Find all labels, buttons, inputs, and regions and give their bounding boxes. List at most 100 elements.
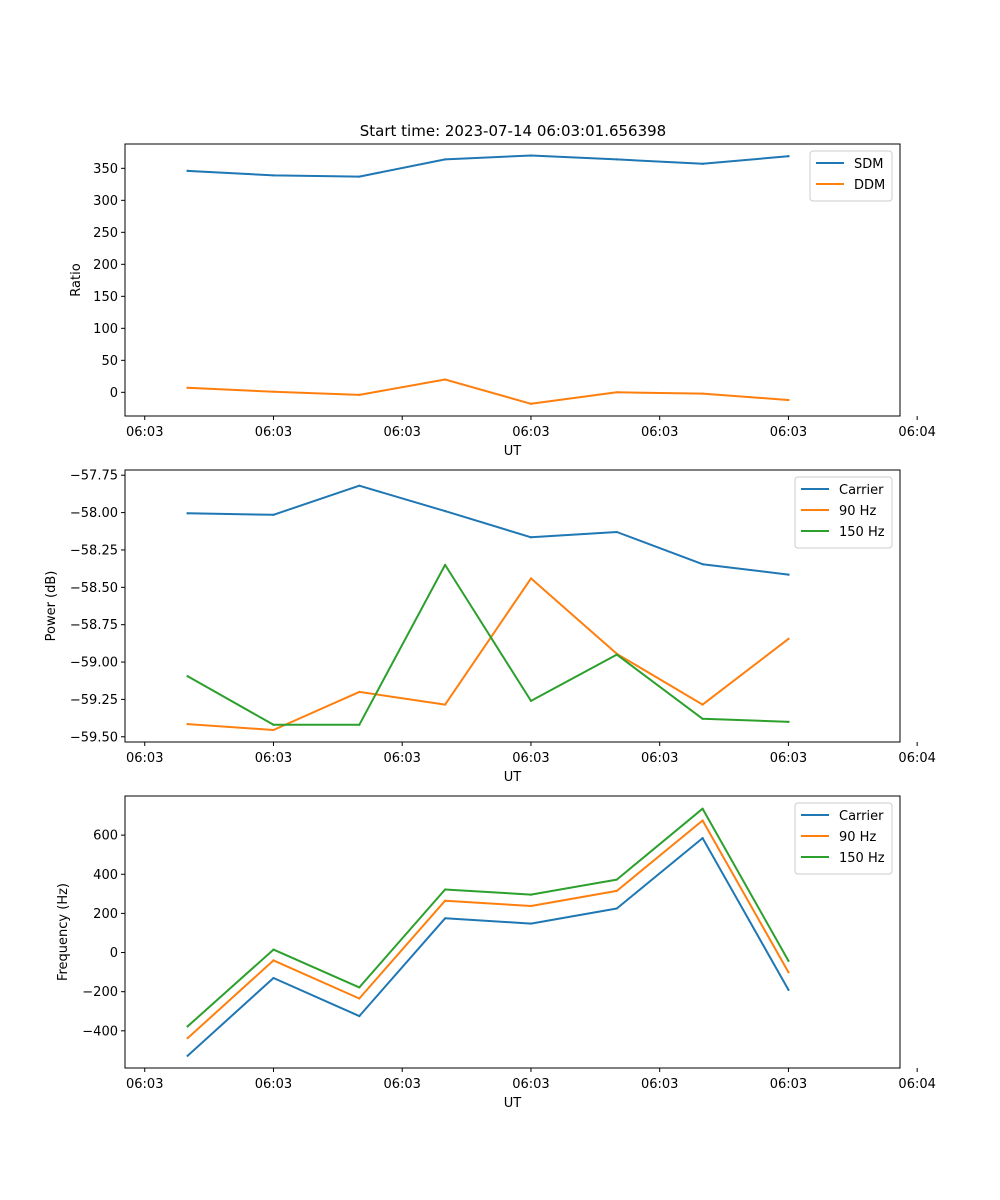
x-axis-label: UT <box>504 770 522 785</box>
x-tick-label: 06:03 <box>383 1077 420 1092</box>
data-point <box>787 959 790 962</box>
axes-frame <box>124 795 901 1069</box>
data-point <box>272 174 275 177</box>
data-point <box>701 703 704 706</box>
series-line-150-hz <box>186 563 790 726</box>
y-tick-label: 150 <box>93 290 118 305</box>
data-point <box>272 728 275 732</box>
legend-label: 150 Hz <box>839 851 885 866</box>
x-tick-label: 06:03 <box>126 425 163 440</box>
data-point <box>358 175 361 178</box>
x-tick-label: 06:03 <box>512 751 549 766</box>
data-point <box>701 807 704 810</box>
data-point <box>701 563 704 566</box>
data-point <box>529 536 533 539</box>
data-point <box>615 907 618 910</box>
data-point <box>358 723 361 726</box>
series-line-90-hz <box>186 577 790 731</box>
data-point <box>615 391 618 394</box>
y-tick-label: −200 <box>82 985 118 1000</box>
data-point <box>186 722 189 726</box>
data-point <box>272 723 275 726</box>
y-tick-label: −57.75 <box>70 469 118 484</box>
legend-label: 90 Hz <box>839 830 876 845</box>
data-point <box>529 402 533 405</box>
data-point <box>186 1054 189 1057</box>
legend: Carrier 90 Hz 150 Hz <box>794 802 893 875</box>
y-axis-label: Power (dB) <box>44 571 59 642</box>
x-tick-label: 06:03 <box>383 751 420 766</box>
data-point <box>701 162 704 165</box>
data-point <box>701 392 704 395</box>
data-point <box>272 390 275 393</box>
data-point <box>358 484 361 487</box>
x-tick-label: 06:04 <box>898 751 935 766</box>
x-tick-label: 06:03 <box>641 1077 678 1092</box>
data-point <box>787 971 790 974</box>
data-point <box>186 1036 189 1040</box>
data-point <box>701 836 704 840</box>
data-point <box>186 1025 189 1028</box>
x-tick-label: 06:04 <box>898 1077 935 1092</box>
legend-label: 150 Hz <box>839 525 885 540</box>
data-point <box>444 899 447 902</box>
legend-label: SDM <box>854 157 883 172</box>
data-point <box>444 158 447 161</box>
y-tick-label: −59.50 <box>70 730 118 745</box>
y-tick-label: 200 <box>93 258 118 273</box>
data-point <box>272 976 275 980</box>
y-tick-label: 350 <box>93 162 118 177</box>
y-tick-label: −58.75 <box>70 618 118 633</box>
series-line-sdm <box>186 154 790 178</box>
y-tick-label: 0 <box>110 946 118 961</box>
data-point <box>615 889 618 893</box>
data-point <box>701 717 704 720</box>
y-tick-label: −58.50 <box>70 581 118 596</box>
y-tick-label: 0 <box>110 386 118 401</box>
axes-frame <box>124 143 901 417</box>
x-tick-label: 06:03 <box>641 425 678 440</box>
y-tick-label: −59.25 <box>70 693 118 708</box>
x-axis-label: UT <box>504 1096 522 1111</box>
series-line-carrier <box>186 837 790 1058</box>
data-point <box>529 699 533 703</box>
chart-panel-2: 06:03 06:03 06:03 06:03 06:03 06:03 06:04 −59.5… <box>44 469 936 785</box>
data-point <box>529 904 533 908</box>
x-tick-label: 06:03 <box>512 1077 549 1092</box>
x-tick-label: 06:03 <box>770 751 807 766</box>
x-tick-label: 06:03 <box>641 751 678 766</box>
data-point <box>529 893 533 896</box>
y-tick-label: 100 <box>93 322 118 337</box>
legend: Carrier 90 Hz 150 Hz <box>794 476 893 549</box>
data-point <box>787 988 790 991</box>
x-tick-label: 06:03 <box>126 751 163 766</box>
data-point <box>358 986 361 989</box>
data-point <box>186 512 189 515</box>
data-point <box>787 573 790 576</box>
x-tick-label: 06:04 <box>898 425 935 440</box>
y-tick-label: −400 <box>82 1024 118 1039</box>
data-point <box>615 530 618 534</box>
data-point <box>444 888 447 891</box>
x-tick-label: 06:03 <box>255 425 292 440</box>
data-point <box>186 675 189 678</box>
x-tick-label: 06:03 <box>383 425 420 440</box>
data-point <box>186 169 189 172</box>
data-point <box>272 959 275 962</box>
data-point <box>444 917 447 920</box>
data-point <box>358 1015 361 1018</box>
data-point <box>358 997 361 1000</box>
data-point <box>787 155 790 158</box>
data-point <box>787 637 790 640</box>
y-tick-label: 600 <box>93 829 118 844</box>
data-point <box>358 393 361 396</box>
y-tick-label: −58.25 <box>70 543 118 558</box>
data-point <box>529 577 533 580</box>
legend-label: Carrier <box>839 483 884 498</box>
data-point <box>787 398 790 402</box>
y-tick-label: 250 <box>93 226 118 241</box>
legend: SDM DDM <box>809 150 893 202</box>
data-point <box>701 819 704 822</box>
data-point <box>444 563 447 567</box>
legend-label: 90 Hz <box>839 504 876 519</box>
